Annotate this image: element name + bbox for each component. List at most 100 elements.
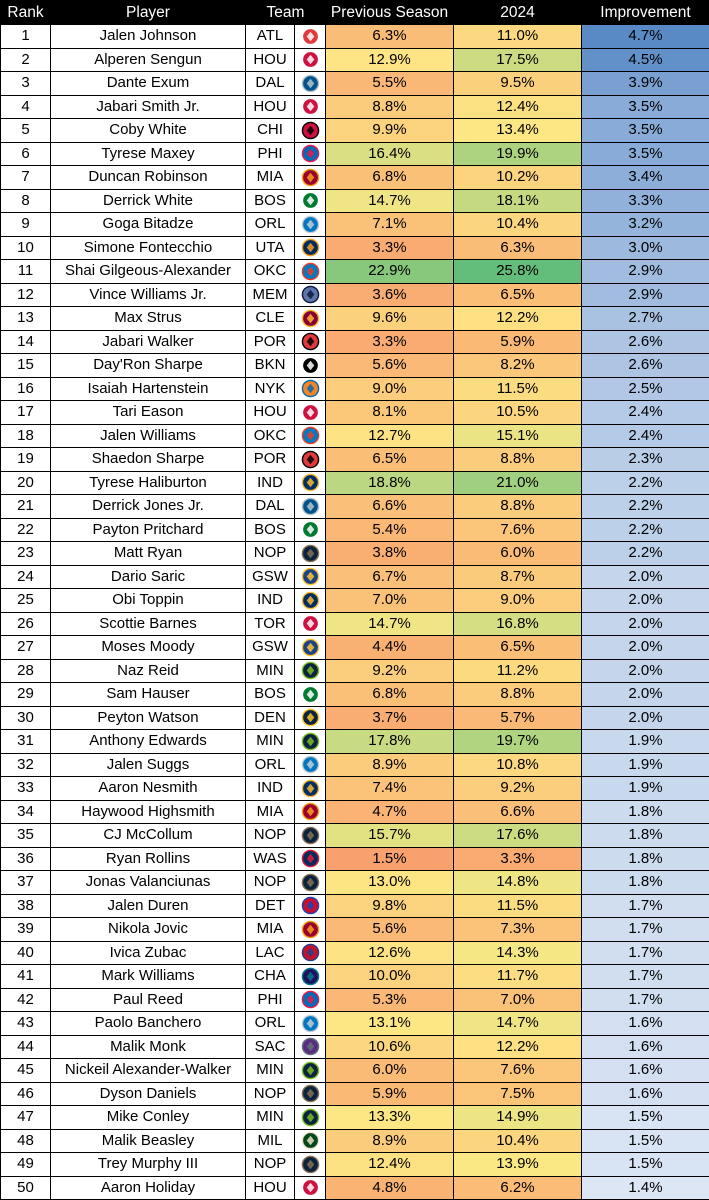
minnesota-timberwolves-logo-icon [301, 732, 319, 751]
rank-cell: 26 [0, 611, 51, 636]
improvement-cell: 1.7% [581, 917, 709, 942]
header-row: Rank Player Team Previous Season 2024 Im… [0, 0, 709, 25]
header-previous-season: Previous Season [325, 0, 454, 25]
table-body: 1 Jalen Johnson ATL 6.3% 11.0% 4.7% 2 Alperen S… [0, 24, 709, 1200]
rank-cell: 47 [0, 1105, 51, 1130]
logo-cell [294, 705, 326, 730]
previous-season-cell: 6.6% [325, 494, 454, 519]
logo-cell [294, 776, 326, 801]
improvement-cell: 3.4% [581, 165, 709, 190]
header-improvement: Improvement [581, 0, 709, 25]
logo-cell [294, 964, 326, 989]
season-2024-cell: 14.9% [453, 1105, 582, 1130]
rank-cell: 50 [0, 1175, 51, 1200]
indiana-pacers-logo-icon [301, 473, 319, 492]
improvement-cell: 2.6% [581, 329, 709, 354]
houston-rockets-logo-icon [301, 50, 319, 69]
logo-cell [294, 564, 326, 589]
season-2024-cell: 9.5% [453, 71, 582, 96]
logo-cell [294, 1058, 326, 1083]
logo-cell [294, 987, 326, 1012]
team-cell: BKN [245, 353, 295, 378]
table-row: 7 Duncan Robinson MIA 6.8% 10.2% 3.4% [0, 165, 709, 190]
team-cell: BOS [245, 517, 295, 542]
player-cell: Malik Beasley [50, 1128, 246, 1153]
table-row: 3 Dante Exum DAL 5.5% 9.5% 3.9% [0, 71, 709, 96]
season-2024-cell: 17.5% [453, 47, 582, 72]
previous-season-cell: 22.9% [325, 259, 454, 284]
previous-season-cell: 5.6% [325, 353, 454, 378]
previous-season-cell: 9.8% [325, 893, 454, 918]
player-cell: Max Strus [50, 306, 246, 331]
table-row: 35 CJ McCollum NOP 15.7% 17.6% 1.8% [0, 823, 709, 848]
player-cell: Tari Eason [50, 400, 246, 425]
player-cell: Trey Murphy III [50, 1152, 246, 1177]
improvement-cell: 3.2% [581, 212, 709, 237]
player-cell: Payton Pritchard [50, 517, 246, 542]
rank-cell: 6 [0, 141, 51, 166]
rank-cell: 4 [0, 94, 51, 119]
player-cell: Paul Reed [50, 987, 246, 1012]
season-2024-cell: 10.5% [453, 400, 582, 425]
washington-wizards-logo-icon [301, 849, 319, 868]
improvement-cell: 1.7% [581, 893, 709, 918]
rank-cell: 18 [0, 423, 51, 448]
rank-cell: 43 [0, 1011, 51, 1036]
previous-season-cell: 14.7% [325, 188, 454, 213]
player-cell: Malik Monk [50, 1034, 246, 1059]
team-cell: BOS [245, 188, 295, 213]
previous-season-cell: 5.6% [325, 917, 454, 942]
team-cell: DAL [245, 71, 295, 96]
previous-season-cell: 1.5% [325, 846, 454, 871]
logo-cell [294, 1128, 326, 1153]
table-row: 39 Nikola Jovic MIA 5.6% 7.3% 1.7% [0, 917, 709, 942]
logo-cell [294, 165, 326, 190]
philadelphia-76ers-logo-icon [301, 144, 319, 163]
improvement-cell: 1.8% [581, 799, 709, 824]
table-row: 13 Max Strus CLE 9.6% 12.2% 2.7% [0, 306, 709, 331]
table-row: 20 Tyrese Haliburton IND 18.8% 21.0% 2.2% [0, 470, 709, 495]
team-cell: PHI [245, 987, 295, 1012]
improvement-cell: 2.0% [581, 705, 709, 730]
memphis-grizzlies-logo-icon [301, 285, 319, 304]
previous-season-cell: 6.3% [325, 24, 454, 49]
player-cell: Sam Hauser [50, 682, 246, 707]
chicago-bulls-logo-icon [301, 121, 319, 140]
logo-cell [294, 635, 326, 660]
season-2024-cell: 11.5% [453, 376, 582, 401]
team-cell: UTA [245, 235, 295, 260]
table-row: 22 Payton Pritchard BOS 5.4% 7.6% 2.2% [0, 517, 709, 542]
rank-cell: 46 [0, 1081, 51, 1106]
season-2024-cell: 15.1% [453, 423, 582, 448]
season-2024-cell: 7.0% [453, 987, 582, 1012]
previous-season-cell: 5.4% [325, 517, 454, 542]
season-2024-cell: 11.2% [453, 658, 582, 683]
team-cell: GSW [245, 635, 295, 660]
portland-trail-blazers-logo-icon [301, 450, 319, 469]
player-cell: Moses Moody [50, 635, 246, 660]
rank-cell: 8 [0, 188, 51, 213]
previous-season-cell: 10.6% [325, 1034, 454, 1059]
rank-cell: 32 [0, 752, 51, 777]
table-row: 48 Malik Beasley MIL 8.9% 10.4% 1.5% [0, 1128, 709, 1153]
table-row: 17 Tari Eason HOU 8.1% 10.5% 2.4% [0, 400, 709, 425]
player-cell: Naz Reid [50, 658, 246, 683]
season-2024-cell: 10.8% [453, 752, 582, 777]
rank-cell: 27 [0, 635, 51, 660]
rank-cell: 9 [0, 212, 51, 237]
table-row: 49 Trey Murphy III NOP 12.4% 13.9% 1.5% [0, 1152, 709, 1177]
improvement-cell: 2.9% [581, 259, 709, 284]
rank-cell: 45 [0, 1058, 51, 1083]
team-cell: MIN [245, 1058, 295, 1083]
season-2024-cell: 19.7% [453, 729, 582, 754]
previous-season-cell: 8.9% [325, 1128, 454, 1153]
header-team: Team [245, 0, 326, 25]
table-row: 46 Dyson Daniels NOP 5.9% 7.5% 1.6% [0, 1081, 709, 1106]
previous-season-cell: 12.9% [325, 47, 454, 72]
logo-cell [294, 823, 326, 848]
team-cell: MIA [245, 165, 295, 190]
table-row: 42 Paul Reed PHI 5.3% 7.0% 1.7% [0, 987, 709, 1012]
table-row: 8 Derrick White BOS 14.7% 18.1% 3.3% [0, 188, 709, 213]
previous-season-cell: 5.3% [325, 987, 454, 1012]
rank-cell: 17 [0, 400, 51, 425]
